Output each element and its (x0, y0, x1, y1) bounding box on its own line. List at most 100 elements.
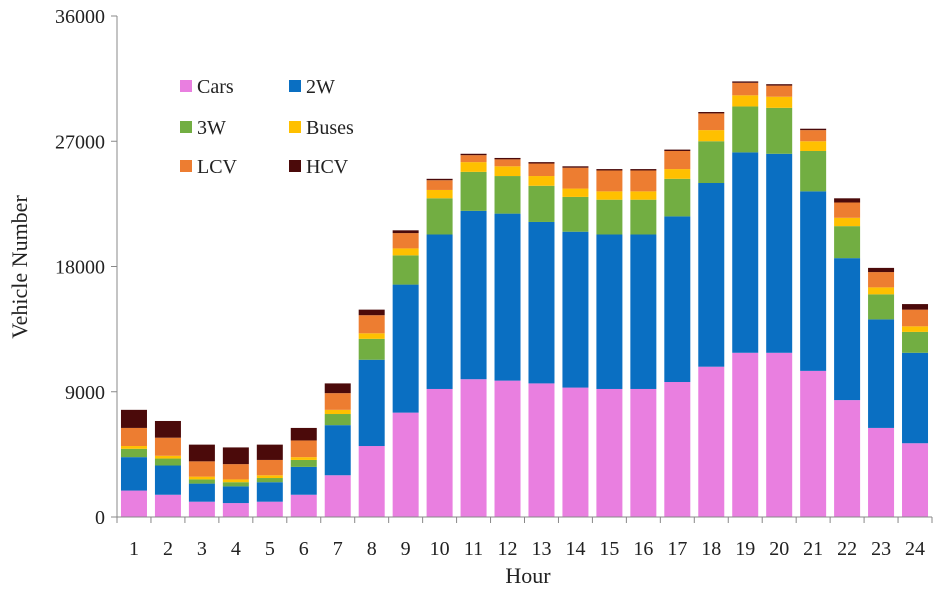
bar-3w-hour-16 (630, 199, 657, 235)
bar-2w-hour-2 (154, 465, 181, 495)
bar-3w-hour-11 (460, 171, 487, 211)
bar-2w-hour-14 (562, 231, 589, 388)
bar-cars-hour-12 (494, 380, 521, 517)
bar-2w-hour-23 (868, 319, 895, 428)
legend: Cars 2W 3W Buses LCV HCV (180, 76, 354, 178)
x-tick-label: 13 (531, 538, 551, 560)
bar-buses-hour-1 (120, 446, 147, 449)
bar-2w-hour-24 (902, 352, 929, 444)
x-tick-label: 4 (231, 538, 241, 560)
bar-cars-hour-24 (902, 443, 929, 517)
bar-lcv-hour-17 (664, 150, 691, 170)
bar-lcv-hour-3 (188, 461, 215, 477)
bar-hcv-hour-15 (596, 169, 623, 171)
bar-buses-hour-12 (494, 166, 521, 177)
bar-2w-hour-6 (290, 466, 317, 495)
bar-3w-hour-6 (290, 459, 317, 467)
bar-hcv-hour-14 (562, 166, 589, 168)
bar-2w-hour-3 (188, 483, 215, 502)
bar-2w-hour-1 (120, 457, 147, 491)
x-tick-label: 14 (565, 538, 585, 560)
bar-hcv-hour-6 (290, 427, 317, 441)
bar-2w-hour-9 (392, 284, 419, 413)
bar-buses-hour-16 (630, 191, 657, 200)
legend-label-3w: 3W (197, 117, 226, 139)
bar-buses-hour-11 (460, 162, 487, 172)
legend-label-lcv: LCV (197, 156, 238, 178)
bar-lcv-hour-11 (460, 155, 487, 163)
bar-hcv-hour-1 (120, 409, 147, 428)
legend-swatch-buses (289, 121, 301, 133)
bar-hcv-hour-8 (358, 309, 385, 316)
x-axis-label: Hour (505, 563, 551, 588)
bar-2w-hour-7 (324, 425, 351, 476)
bar-cars-hour-1 (120, 490, 147, 517)
bar-3w-hour-2 (154, 458, 181, 466)
bar-3w-hour-7 (324, 414, 351, 426)
legend-swatch-3w (180, 121, 192, 133)
bar-2w-hour-21 (800, 191, 827, 371)
bar-cars-hour-19 (732, 352, 759, 517)
bar-lcv-hour-15 (596, 170, 623, 192)
bar-3w-hour-17 (664, 178, 691, 217)
legend-label-cars: Cars (197, 76, 234, 98)
bar-3w-hour-14 (562, 196, 589, 232)
bar-buses-hour-14 (562, 188, 589, 197)
bar-hcv-hour-5 (256, 444, 283, 460)
bar-lcv-hour-14 (562, 167, 589, 189)
bar-2w-hour-18 (698, 183, 725, 367)
bar-lcv-hour-1 (120, 427, 147, 447)
bar-buses-hour-24 (902, 326, 929, 332)
bar-3w-hour-4 (222, 482, 249, 487)
bar-buses-hour-3 (188, 476, 215, 480)
bar-lcv-hour-18 (698, 113, 725, 131)
bar-hcv-hour-18 (698, 112, 725, 114)
x-tick-label: 15 (599, 538, 619, 560)
x-tick-label: 5 (265, 538, 275, 560)
bar-2w-hour-8 (358, 359, 385, 447)
bar-3w-hour-10 (426, 198, 453, 235)
x-tick-label: 22 (837, 538, 857, 560)
bar-buses-hour-22 (834, 217, 861, 227)
bar-buses-hour-7 (324, 409, 351, 415)
bar-lcv-hour-5 (256, 459, 283, 476)
bar-3w-hour-18 (698, 141, 725, 183)
bar-cars-hour-23 (868, 427, 895, 517)
bar-hcv-hour-13 (528, 162, 555, 164)
bar-lcv-hour-9 (392, 233, 419, 249)
bar-cars-hour-7 (324, 475, 351, 517)
bar-cars-hour-10 (426, 388, 453, 517)
x-tick-label: 23 (871, 538, 891, 560)
x-tick-label: 16 (633, 538, 653, 560)
bar-2w-hour-5 (256, 482, 283, 502)
bar-hcv-hour-17 (664, 149, 691, 151)
bar-lcv-hour-22 (834, 202, 861, 218)
y-axis-label: Vehicle Number (7, 195, 32, 339)
bar-buses-hour-4 (222, 479, 249, 483)
bar-buses-hour-21 (800, 141, 827, 151)
bar-3w-hour-23 (868, 294, 895, 320)
legend-swatch-2w (289, 80, 301, 92)
bar-3w-hour-1 (120, 448, 147, 458)
legend-label-hcv: HCV (306, 156, 349, 178)
x-tick-label: 18 (701, 538, 721, 560)
bar-2w-hour-11 (460, 210, 487, 380)
bar-hcv-hour-21 (800, 128, 827, 131)
bar-hcv-hour-2 (154, 420, 181, 438)
y-tick-label: 9000 (65, 382, 105, 404)
bar-lcv-hour-13 (528, 163, 555, 177)
bar-buses-hour-6 (290, 457, 317, 460)
plot-area (120, 81, 929, 518)
bar-3w-hour-21 (800, 150, 827, 192)
bar-hcv-hour-9 (392, 230, 419, 234)
bar-2w-hour-15 (596, 234, 623, 389)
bar-2w-hour-19 (732, 152, 759, 353)
bar-hcv-hour-4 (222, 447, 249, 465)
x-tick-label: 2 (163, 538, 173, 560)
legend-swatch-lcv (180, 160, 192, 172)
legend-label-buses: Buses (306, 117, 354, 139)
bar-3w-hour-3 (188, 479, 215, 484)
y-tick-label: 27000 (55, 131, 105, 153)
bar-buses-hour-10 (426, 189, 453, 199)
bar-2w-hour-12 (494, 213, 521, 381)
